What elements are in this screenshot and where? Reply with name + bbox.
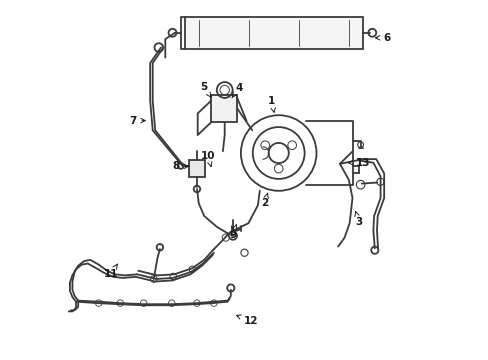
Bar [189,160,204,177]
Text: 13: 13 [348,158,369,168]
Text: 7: 7 [129,116,145,126]
Text: 12: 12 [236,315,258,326]
Text: 8: 8 [172,161,188,171]
Text: 3: 3 [354,212,362,228]
Text: 6: 6 [375,33,389,43]
Text: 1: 1 [267,96,275,112]
Bar [211,95,237,122]
Text: 9: 9 [229,224,237,240]
Bar [185,17,363,49]
Text: 10: 10 [200,150,215,166]
Text: 5: 5 [200,82,210,97]
Text: 2: 2 [260,193,268,208]
Text: 11: 11 [103,264,118,279]
Text: 4: 4 [231,83,242,98]
